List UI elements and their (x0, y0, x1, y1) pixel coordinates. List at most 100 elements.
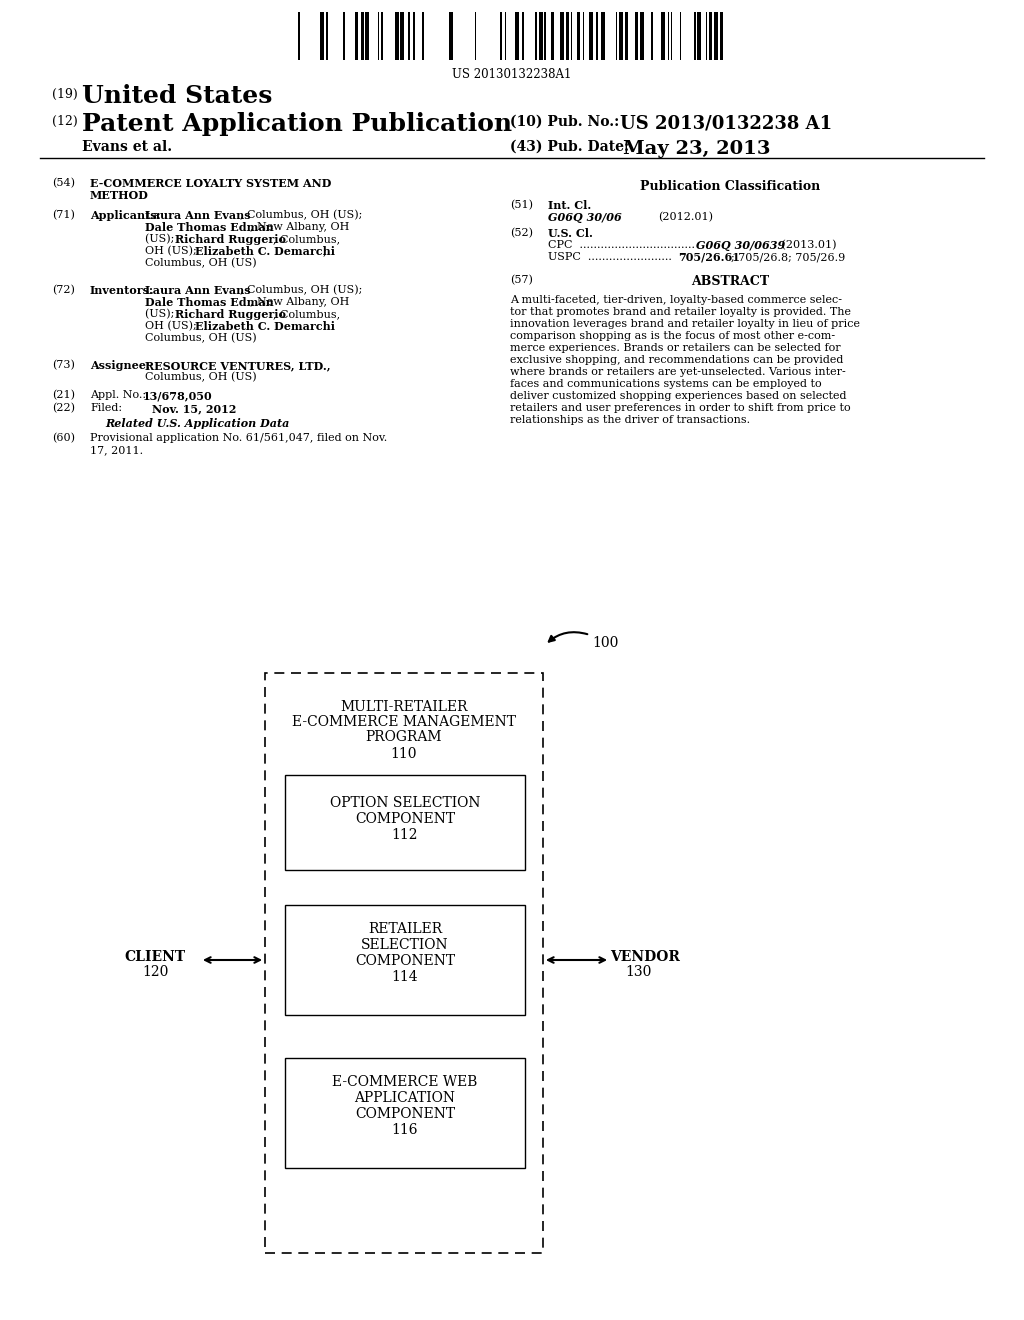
Text: SELECTION: SELECTION (361, 939, 449, 952)
Text: COMPONENT: COMPONENT (355, 954, 455, 968)
Text: OH (US);: OH (US); (145, 246, 201, 256)
Text: 112: 112 (392, 828, 418, 842)
Text: Elizabeth C. Demarchi: Elizabeth C. Demarchi (195, 246, 335, 257)
Bar (635, 12, 638, 59)
Text: , Columbus, OH (US);: , Columbus, OH (US); (240, 210, 362, 220)
Text: Publication Classification: Publication Classification (640, 180, 820, 193)
Text: , New Albany, OH: , New Albany, OH (250, 222, 349, 232)
Text: , Columbus,: , Columbus, (273, 234, 340, 244)
Bar (544, 12, 546, 59)
Text: US 20130132238A1: US 20130132238A1 (453, 69, 571, 81)
Text: Appl. No.:: Appl. No.: (90, 389, 150, 400)
Text: Related U.S. Application Data: Related U.S. Application Data (105, 418, 290, 429)
Text: (54): (54) (52, 178, 75, 189)
Bar (413, 12, 415, 59)
Text: E-COMMERCE MANAGEMENT: E-COMMERCE MANAGEMENT (292, 715, 516, 729)
Bar (662, 12, 665, 59)
Text: exclusive shopping, and recommendations can be provided: exclusive shopping, and recommendations … (510, 355, 844, 366)
Text: ; 705/26.8; 705/26.9: ; 705/26.8; 705/26.9 (731, 252, 845, 261)
Text: faces and communications systems can be employed to: faces and communications systems can be … (510, 379, 821, 389)
Bar (522, 12, 524, 59)
Text: USPC  ........................: USPC ........................ (548, 252, 672, 261)
Text: (2012.01): (2012.01) (658, 213, 713, 222)
Text: Filed:: Filed: (90, 403, 122, 413)
Text: ABSTRACT: ABSTRACT (691, 275, 769, 288)
Text: 13/678,050: 13/678,050 (143, 389, 213, 401)
Text: , New Albany, OH: , New Albany, OH (250, 297, 349, 308)
Text: 116: 116 (392, 1123, 418, 1137)
Text: COMPONENT: COMPONENT (355, 1107, 455, 1121)
Bar (381, 12, 383, 59)
Bar (422, 12, 424, 59)
Bar (566, 12, 569, 59)
Text: G06Q 30/06: G06Q 30/06 (548, 213, 622, 223)
Text: Inventors:: Inventors: (90, 285, 154, 296)
Text: (2013.01): (2013.01) (778, 240, 837, 251)
Text: PROGRAM: PROGRAM (366, 730, 442, 744)
Bar (694, 12, 696, 59)
Text: OH (US);: OH (US); (145, 321, 201, 331)
Text: (52): (52) (510, 228, 534, 239)
Text: Richard Ruggerio: Richard Ruggerio (175, 234, 286, 246)
Bar (285, 1059, 525, 1168)
Text: E-COMMERCE WEB: E-COMMERCE WEB (333, 1074, 477, 1089)
Text: 17, 2011.: 17, 2011. (90, 445, 143, 455)
Text: Richard Ruggerio: Richard Ruggerio (175, 309, 286, 319)
Text: (43) Pub. Date:: (43) Pub. Date: (510, 140, 629, 154)
Text: relationships as the driver of transactions.: relationships as the driver of transacti… (510, 414, 751, 425)
Text: US 2013/0132238 A1: US 2013/0132238 A1 (620, 115, 833, 133)
Bar (408, 12, 410, 59)
Text: (21): (21) (52, 389, 75, 400)
Text: COMPONENT: COMPONENT (355, 812, 455, 826)
Text: (US);: (US); (145, 309, 178, 319)
Text: MULTI-RETAILER: MULTI-RETAILER (340, 700, 468, 714)
Text: United States: United States (82, 84, 272, 108)
Text: CPC  .................................: CPC ................................. (548, 240, 695, 249)
Text: (US);: (US); (145, 234, 178, 244)
Text: Dale Thomas Edman: Dale Thomas Edman (145, 222, 273, 234)
Text: (57): (57) (510, 275, 532, 285)
Text: (12): (12) (52, 115, 78, 128)
Text: (73): (73) (52, 360, 75, 371)
Text: Nov. 15, 2012: Nov. 15, 2012 (152, 403, 237, 414)
Text: Int. Cl.: Int. Cl. (548, 201, 591, 211)
Text: deliver customized shopping experiences based on selected: deliver customized shopping experiences … (510, 391, 847, 401)
Text: innovation leverages brand and retailer loyalty in lieu of price: innovation leverages brand and retailer … (510, 319, 860, 329)
Bar (355, 12, 358, 59)
Bar (560, 12, 564, 59)
Bar (285, 775, 525, 870)
Bar (326, 12, 328, 59)
Text: (10) Pub. No.:: (10) Pub. No.: (510, 115, 620, 129)
Text: merce experiences. Brands or retailers can be selected for: merce experiences. Brands or retailers c… (510, 343, 841, 352)
Bar (709, 12, 712, 59)
Text: RETAILER: RETAILER (368, 921, 442, 936)
Bar (625, 12, 628, 59)
Text: 114: 114 (392, 970, 419, 983)
Text: Provisional application No. 61/561,047, filed on Nov.: Provisional application No. 61/561,047, … (90, 433, 387, 444)
Bar (361, 12, 364, 59)
Text: (19): (19) (52, 88, 78, 102)
Bar (515, 12, 519, 59)
Text: , Columbus, OH (US);: , Columbus, OH (US); (240, 285, 362, 296)
Text: retailers and user preferences in order to shift from price to: retailers and user preferences in order … (510, 403, 851, 413)
Bar (500, 12, 502, 59)
Text: 130: 130 (625, 965, 651, 979)
Text: U.S. Cl.: U.S. Cl. (548, 228, 593, 239)
Bar (265, 673, 543, 1253)
Text: (22): (22) (52, 403, 75, 413)
Bar (651, 12, 653, 59)
Text: Assignee:: Assignee: (90, 360, 150, 371)
Text: VENDOR: VENDOR (610, 950, 680, 964)
Bar (449, 12, 453, 59)
Text: Dale Thomas Edman: Dale Thomas Edman (145, 297, 273, 308)
Text: 120: 120 (141, 965, 168, 979)
Bar (400, 12, 404, 59)
Text: Laura Ann Evans: Laura Ann Evans (145, 210, 251, 220)
Text: G06Q 30/0639: G06Q 30/0639 (696, 240, 785, 251)
Bar (720, 12, 723, 59)
Bar (589, 12, 593, 59)
Bar (395, 12, 399, 59)
Text: comparison shopping as is the focus of most other e-com-: comparison shopping as is the focus of m… (510, 331, 836, 341)
Text: Patent Application Publication: Patent Application Publication (82, 112, 512, 136)
Bar (640, 12, 644, 59)
